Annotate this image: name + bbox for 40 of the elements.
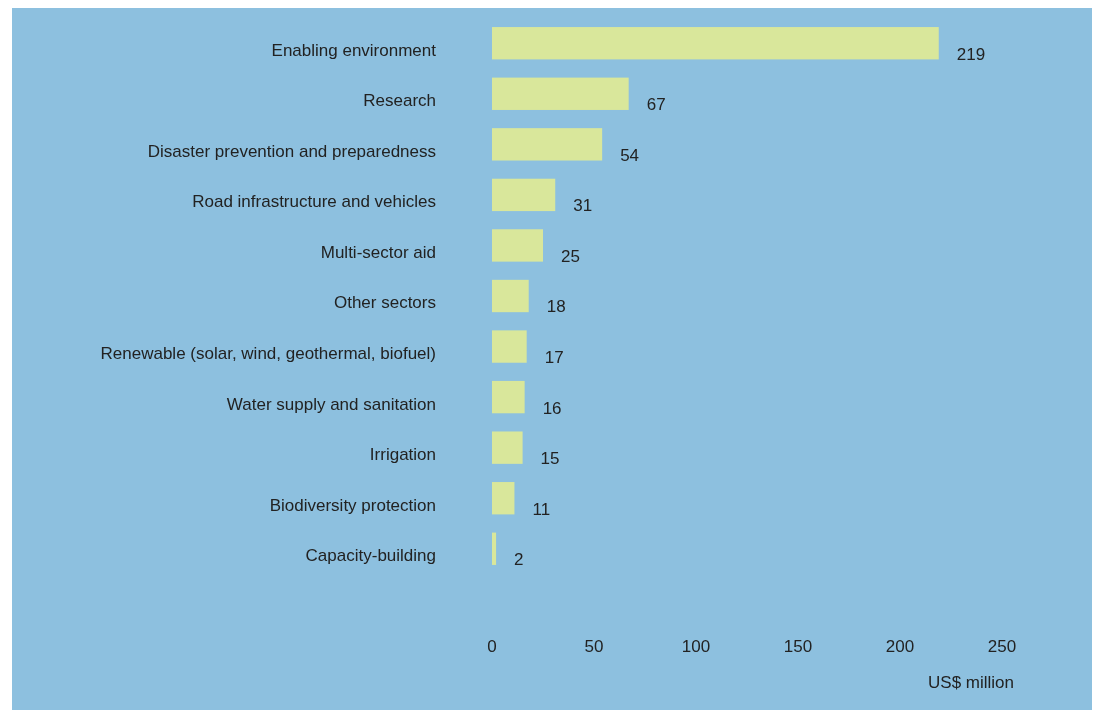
bar xyxy=(492,482,515,515)
y-tick-label: Multi-sector aid xyxy=(320,242,436,262)
data-label: 25 xyxy=(561,246,580,266)
data-label: 219 xyxy=(956,44,986,64)
data-label: 15 xyxy=(540,449,560,469)
bar xyxy=(492,27,939,60)
bar xyxy=(492,532,497,565)
x-tick-label: 150 xyxy=(783,637,813,656)
y-tick-label: Capacity-building xyxy=(305,546,436,566)
y-tick-label: Biodiversity protection xyxy=(269,495,436,515)
x-tick-label: 200 xyxy=(885,637,915,656)
bar xyxy=(492,128,603,161)
y-tick-label: Renewable (solar, wind, geothermal, biofuel) xyxy=(100,344,436,364)
bar xyxy=(492,380,525,414)
data-label: 17 xyxy=(544,348,564,368)
data-label: 54 xyxy=(620,145,640,165)
y-tick-label: Road infrastructure and vehicles xyxy=(192,192,436,212)
x-tick-label: 250 xyxy=(987,637,1017,656)
data-label: 11 xyxy=(532,499,551,519)
data-label: 16 xyxy=(542,398,562,418)
bar xyxy=(492,77,629,110)
bar xyxy=(492,330,527,363)
data-label: 67 xyxy=(646,95,666,115)
data-label: 18 xyxy=(546,297,566,317)
y-tick-label: Research xyxy=(363,91,436,111)
data-label: 31 xyxy=(573,196,593,216)
y-tick-label: Other sectors xyxy=(333,293,436,313)
bar xyxy=(492,431,523,464)
y-tick-label: Disaster prevention and preparedness xyxy=(147,141,436,161)
x-tick-label: 100 xyxy=(681,637,711,656)
x-axis-title: US$ million xyxy=(928,673,1014,692)
y-tick-label: Water supply and sanitation xyxy=(226,394,436,414)
y-tick-label: Irrigation xyxy=(369,445,436,465)
bar xyxy=(492,178,556,212)
bar xyxy=(492,229,543,262)
x-tick-label: 0 xyxy=(487,637,497,656)
x-tick-label: 50 xyxy=(584,637,604,656)
data-label: 2 xyxy=(514,550,524,570)
bar xyxy=(492,279,529,313)
y-tick-label: Enabling environment xyxy=(271,40,437,60)
